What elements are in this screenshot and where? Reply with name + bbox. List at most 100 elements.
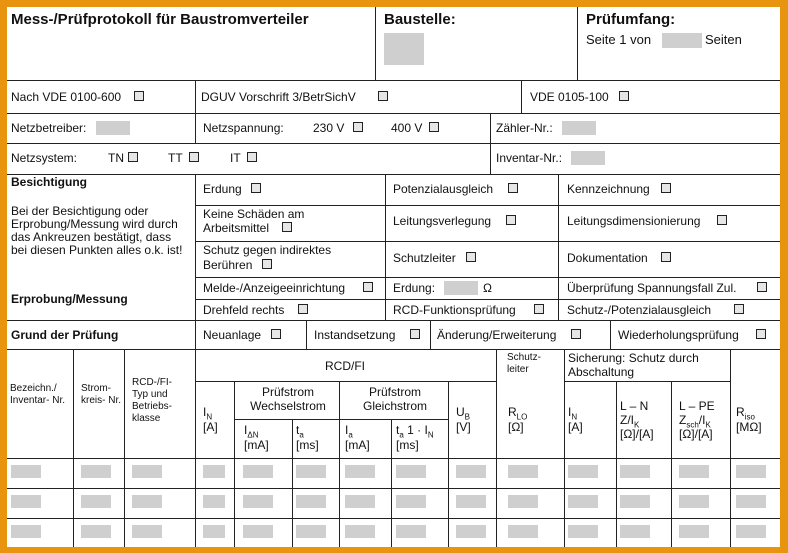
seiten-total-field[interactable]: [662, 33, 702, 48]
table-cell-field[interactable]: [679, 465, 709, 478]
table-cell-field[interactable]: [508, 495, 538, 508]
instandsetzung-checkbox[interactable]: [410, 329, 420, 339]
table-cell-field[interactable]: [508, 525, 538, 538]
schutz-pot-checkbox[interactable]: [734, 304, 744, 314]
ueberpruefung-checkbox[interactable]: [757, 282, 767, 292]
rule: [195, 113, 196, 143]
table-cell-field[interactable]: [81, 525, 111, 538]
table-cell-field[interactable]: [620, 465, 650, 478]
table-cell-field[interactable]: [296, 525, 326, 538]
schutz-indirekt-label-2: Berühren: [203, 258, 253, 272]
table-cell-field[interactable]: [243, 495, 273, 508]
table-cell-field[interactable]: [296, 465, 326, 478]
table-cell-field[interactable]: [736, 495, 766, 508]
drehfeld-checkbox[interactable]: [298, 304, 308, 314]
potenzialausgleich-checkbox[interactable]: [508, 183, 518, 193]
v400-checkbox[interactable]: [429, 122, 439, 132]
table-cell-field[interactable]: [456, 525, 486, 538]
table-cell-field[interactable]: [396, 525, 426, 538]
rule: [195, 80, 196, 113]
col-rcd-typ: RCD-/FI- Typ und Betriebs- klasse: [132, 377, 173, 424]
rule: [195, 205, 780, 206]
table-cell-field[interactable]: [568, 465, 598, 478]
table-cell-field[interactable]: [11, 525, 41, 538]
kennzeichnung-label: Kennzeichnung: [567, 182, 650, 196]
table-cell-field[interactable]: [132, 525, 162, 538]
col-rlo-unit: [Ω]: [508, 420, 524, 434]
tn-checkbox[interactable]: [128, 152, 138, 162]
table-cell-field[interactable]: [568, 525, 598, 538]
table-cell-field[interactable]: [620, 495, 650, 508]
leitungsverlegung-checkbox[interactable]: [506, 215, 516, 225]
dokumentation-checkbox[interactable]: [661, 252, 671, 262]
leitungsdimensionierung-checkbox[interactable]: [717, 215, 727, 225]
erdung-mess-label: Erdung:: [393, 281, 436, 295]
table-cell-field[interactable]: [396, 495, 426, 508]
table-cell-field[interactable]: [345, 495, 375, 508]
neuanlage-checkbox[interactable]: [271, 329, 281, 339]
rcd-funktion-checkbox[interactable]: [534, 304, 544, 314]
dokumentation-label: Dokumentation: [567, 251, 648, 265]
rule: [7, 458, 780, 459]
schutzleiter-checkbox[interactable]: [466, 252, 476, 262]
kennzeichnung-checkbox[interactable]: [661, 183, 671, 193]
baustelle-field[interactable]: [384, 33, 424, 65]
table-cell-field[interactable]: [132, 465, 162, 478]
protocol-sheet: Mess-/Prüfprotokoll für Baustromverteile…: [7, 7, 780, 547]
table-cell-field[interactable]: [456, 465, 486, 478]
table-cell-field[interactable]: [736, 465, 766, 478]
table-cell-field[interactable]: [203, 495, 225, 508]
table-cell-field[interactable]: [679, 495, 709, 508]
table-cell-field[interactable]: [203, 525, 225, 538]
vde0100-checkbox[interactable]: [134, 91, 144, 101]
rule: [616, 381, 617, 547]
it-checkbox[interactable]: [247, 152, 257, 162]
keine-schaeden-checkbox[interactable]: [282, 222, 292, 232]
schutz-indirekt-checkbox[interactable]: [262, 259, 272, 269]
table-cell-field[interactable]: [345, 525, 375, 538]
vde0105-checkbox[interactable]: [619, 91, 629, 101]
wiederholung-checkbox[interactable]: [756, 329, 766, 339]
tt-checkbox[interactable]: [189, 152, 199, 162]
zaehler-field[interactable]: [562, 121, 596, 135]
potenzialausgleich-label: Potenzialausgleich: [393, 182, 494, 196]
table-cell-field[interactable]: [345, 465, 375, 478]
table-cell-field[interactable]: [508, 465, 538, 478]
table-cell-field[interactable]: [203, 465, 225, 478]
baustelle-label: Baustelle:: [384, 11, 456, 28]
melde-checkbox[interactable]: [363, 282, 373, 292]
v230-checkbox[interactable]: [353, 122, 363, 132]
table-cell-field[interactable]: [296, 495, 326, 508]
melde-label: Melde-/Anzeigeeinrichtung: [203, 281, 346, 295]
rule: [671, 381, 672, 547]
table-cell-field[interactable]: [243, 525, 273, 538]
rule: [496, 349, 497, 547]
table-cell-field[interactable]: [456, 495, 486, 508]
table-cell-field[interactable]: [81, 495, 111, 508]
aenderung-label: Änderung/Erweiterung: [437, 328, 557, 342]
col-in2-unit: [A]: [568, 420, 583, 434]
rule: [7, 143, 780, 144]
inventar-field[interactable]: [571, 151, 605, 165]
dguv-checkbox[interactable]: [378, 91, 388, 101]
dguv-label: DGUV Vorschrift 3/BetrSichV: [201, 90, 356, 104]
col-ub: UB: [456, 405, 471, 422]
table-cell-field[interactable]: [679, 525, 709, 538]
table-cell-field[interactable]: [132, 495, 162, 508]
table-cell-field[interactable]: [11, 465, 41, 478]
table-cell-field[interactable]: [11, 495, 41, 508]
aenderung-checkbox[interactable]: [571, 329, 581, 339]
rule: [195, 299, 780, 300]
table-cell-field[interactable]: [396, 465, 426, 478]
rule: [375, 7, 376, 80]
netzbetreiber-field[interactable]: [96, 121, 130, 135]
table-cell-field[interactable]: [81, 465, 111, 478]
table-cell-field[interactable]: [736, 525, 766, 538]
netzspannung-label: Netzspannung:: [203, 121, 284, 135]
table-cell-field[interactable]: [568, 495, 598, 508]
erdung-mess-field[interactable]: [444, 281, 478, 295]
table-cell-field[interactable]: [620, 525, 650, 538]
rule: [195, 381, 496, 382]
table-cell-field[interactable]: [243, 465, 273, 478]
erdung-checkbox[interactable]: [251, 183, 261, 193]
